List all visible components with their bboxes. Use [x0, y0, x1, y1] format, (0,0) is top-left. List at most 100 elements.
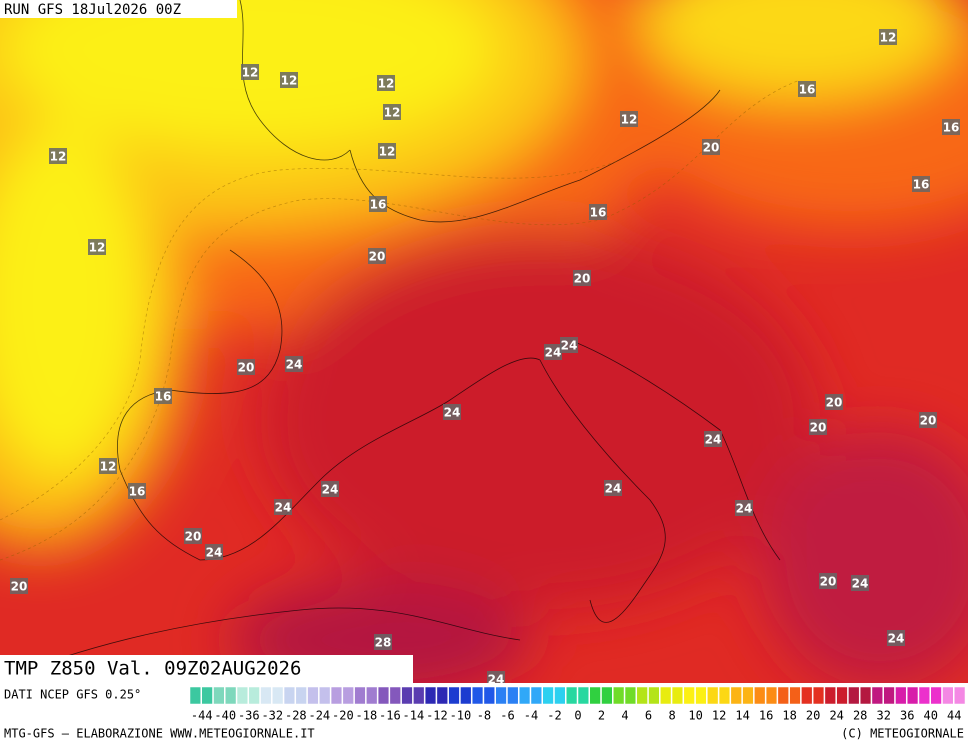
- legend-label: -20: [332, 709, 354, 723]
- legend-swatch: [777, 686, 789, 705]
- legend-swatch: [695, 686, 707, 705]
- legend-label: 2: [598, 709, 605, 723]
- label-box: [573, 270, 591, 286]
- label-box: [819, 573, 837, 589]
- legend-label: -4: [524, 709, 538, 723]
- legend-swatch: [401, 686, 413, 705]
- legend-swatch: [565, 686, 578, 705]
- legend-swatch: [953, 686, 966, 705]
- field-box: [0, 655, 413, 683]
- footer-right: (C) METEOGIORNALE: [841, 727, 964, 741]
- contour-label: 12: [281, 74, 298, 88]
- label-box: [154, 388, 172, 404]
- legend-swatch: [471, 686, 484, 705]
- legend-swatch: [424, 686, 437, 705]
- label-box: [443, 404, 461, 420]
- contour-label: 24: [444, 406, 461, 420]
- legend-label: 40: [924, 709, 938, 723]
- legend-swatch: [589, 686, 601, 705]
- label-box: [912, 176, 930, 192]
- legend-label: 18: [782, 709, 796, 723]
- legend-swatch: [636, 686, 648, 705]
- contour-label: 12: [100, 460, 117, 474]
- legend-swatch: [883, 686, 895, 705]
- legend-swatch: [707, 686, 719, 705]
- contour-label: 16: [799, 83, 816, 97]
- label-box: [49, 148, 67, 164]
- legend-swatch: [660, 686, 672, 705]
- legend-swatch: [283, 686, 296, 705]
- legend-swatch: [730, 686, 742, 705]
- label-box: [589, 204, 607, 220]
- contour-label: 12: [89, 241, 106, 255]
- contour-label: 12: [379, 145, 396, 159]
- label-box: [378, 143, 396, 159]
- legend-label: -32: [261, 709, 283, 723]
- legend-swatch: [942, 686, 954, 705]
- contour-label: 12: [50, 150, 67, 164]
- legend-swatch: [236, 686, 249, 705]
- label-box: [544, 344, 562, 360]
- label-box: [809, 419, 827, 435]
- label-box: [702, 139, 720, 155]
- legend-swatch: [601, 686, 613, 705]
- contour-label: 24: [275, 501, 292, 515]
- contour-label: 28: [375, 636, 392, 650]
- label-box: [274, 499, 292, 515]
- legend-swatch: [812, 686, 825, 705]
- label-box: [620, 111, 638, 127]
- contour-label: 20: [238, 361, 255, 375]
- legend-swatch: [413, 686, 425, 705]
- legend-swatch: [448, 686, 460, 705]
- legend-label: 36: [900, 709, 914, 723]
- run-label: RUN GFS 18Jul2026 00Z: [4, 2, 181, 18]
- contour-label: 20: [11, 580, 28, 594]
- isolines: [0, 79, 801, 561]
- legend-label: -44: [191, 709, 213, 723]
- label-box: [825, 394, 843, 410]
- label-box: [887, 630, 905, 646]
- legend-swatch: [789, 686, 801, 705]
- label-box: [487, 671, 505, 683]
- legend-swatch: [624, 686, 637, 705]
- legend-swatch: [342, 686, 354, 705]
- contour-label: 20: [703, 141, 720, 155]
- legend-swatch: [530, 686, 542, 705]
- label-box: [368, 248, 386, 264]
- label-box: [374, 634, 392, 650]
- source-label: DATI NCEP GFS 0.25°: [4, 688, 141, 702]
- legend-swatch: [754, 686, 766, 705]
- legend-swatch: [377, 686, 390, 705]
- legend-swatch: [859, 686, 872, 705]
- contour-label: 24: [605, 482, 622, 496]
- legend-label: 6: [645, 709, 652, 723]
- contour-label: 24: [545, 346, 562, 360]
- contour-label: 12: [378, 77, 395, 91]
- legend-label: -6: [500, 709, 514, 723]
- field-label: TMP Z850 Val. 09Z02AUG2026: [4, 658, 301, 680]
- legend-swatch: [836, 686, 848, 705]
- legend-swatch: [765, 686, 778, 705]
- contour-label: 16: [913, 178, 930, 192]
- legend-label: -14: [403, 709, 425, 723]
- legend-label: 20: [806, 709, 820, 723]
- legend-label: -28: [285, 709, 307, 723]
- legend-swatch: [848, 686, 860, 705]
- contour-label: 24: [561, 339, 578, 353]
- legend-label: 44: [947, 709, 961, 723]
- label-box: [321, 481, 339, 497]
- label-box: [704, 431, 722, 447]
- label-box: [604, 480, 622, 496]
- footer-left: MTG-GFS — ELABORAZIONE WWW.METEOGIORNALE…: [4, 727, 315, 741]
- legend-label: 32: [876, 709, 890, 723]
- legend-swatch: [613, 686, 625, 705]
- legend-swatch: [201, 686, 213, 705]
- contour-label: 20: [185, 530, 202, 544]
- label-box: [88, 239, 106, 255]
- label-box: [560, 337, 578, 353]
- legend-swatch: [460, 686, 472, 705]
- legend-swatch: [354, 686, 366, 705]
